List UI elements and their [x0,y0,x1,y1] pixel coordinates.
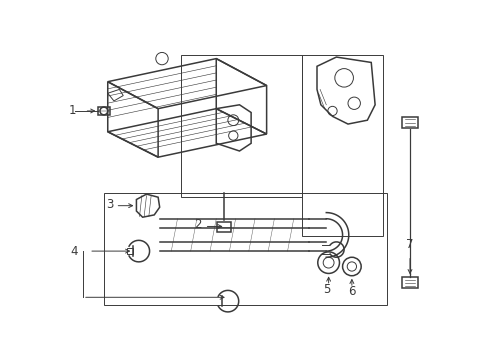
Bar [127,248,133,254]
Text: 1: 1 [68,104,76,117]
Bar [181,55,301,197]
Text: 2: 2 [194,219,201,231]
Text: 4: 4 [71,244,78,258]
Text: 7: 7 [406,238,414,251]
Bar [104,193,387,305]
Bar [98,107,110,115]
Bar [301,55,383,236]
Text: 3: 3 [106,198,113,211]
Text: 6: 6 [348,285,356,298]
Bar [217,222,231,232]
Text: 5: 5 [323,283,331,296]
